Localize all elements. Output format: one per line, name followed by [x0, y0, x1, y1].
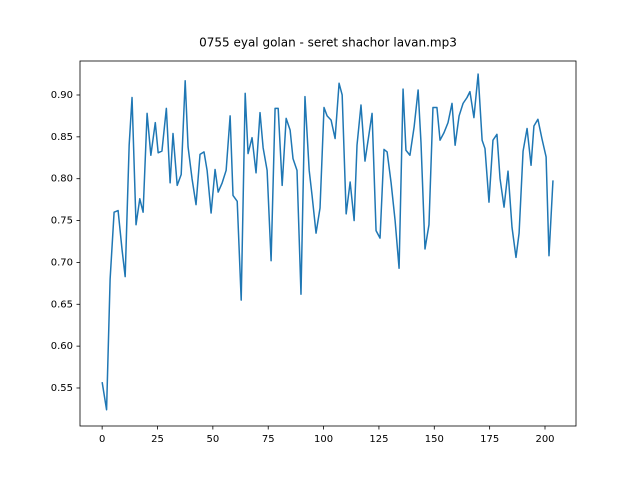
y-tick-label: 0.55	[51, 383, 73, 394]
chart-title: 0755 eyal golan - seret shachor lavan.mp…	[199, 36, 457, 50]
x-tick-label: 125	[369, 434, 388, 445]
x-tick-label: 75	[262, 434, 275, 445]
y-tick-label: 0.70	[51, 257, 73, 268]
y-tick-label: 0.60	[51, 341, 73, 352]
y-tick-label: 0.75	[51, 216, 73, 227]
x-tick-label: 0	[99, 434, 105, 445]
data-line	[101, 73, 554, 411]
x-tick-label: 50	[206, 434, 219, 445]
y-tick-label: 0.90	[51, 90, 73, 101]
x-tick-label: 100	[314, 434, 333, 445]
y-tick-label: 0.85	[51, 132, 73, 143]
plot-frame	[79, 60, 577, 427]
x-tick-label: 150	[425, 434, 444, 445]
x-tick-label: 200	[535, 434, 554, 445]
x-tick-label: 175	[480, 434, 499, 445]
y-tick-label: 0.80	[51, 174, 73, 185]
y-tick-label: 0.65	[51, 299, 73, 310]
x-tick-label: 25	[151, 434, 164, 445]
